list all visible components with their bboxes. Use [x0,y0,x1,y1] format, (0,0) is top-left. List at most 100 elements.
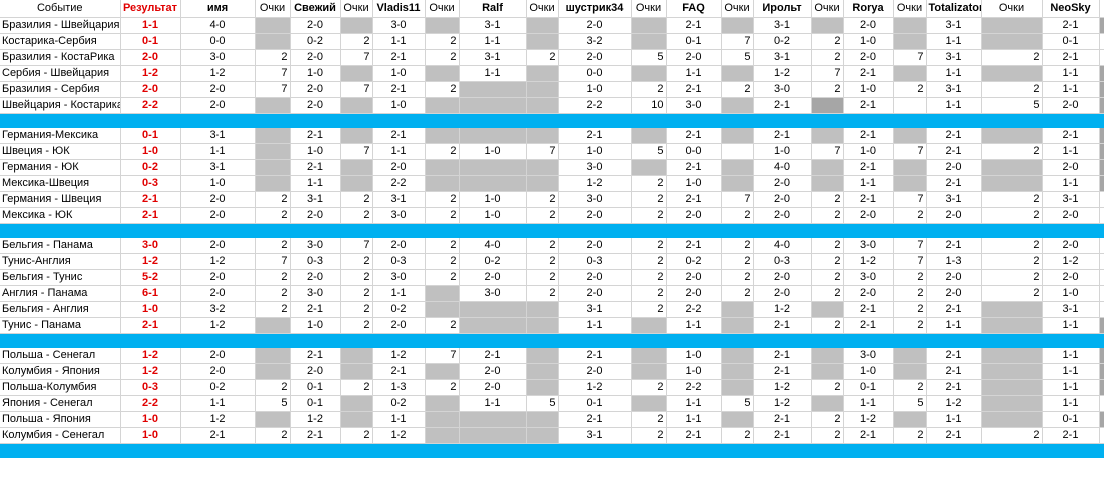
points-cell[interactable] [255,143,291,160]
points-cell[interactable] [1099,17,1104,34]
points-cell[interactable] [981,301,1043,318]
prediction-cell[interactable]: 3-0 [180,49,256,66]
result-cell[interactable]: 2-0 [120,49,181,66]
prediction-cell[interactable]: 1-2 [180,317,256,334]
result-cell[interactable]: 0-3 [120,379,181,396]
prediction-cell[interactable]: 2-0 [926,207,982,224]
points-cell[interactable]: 2 [526,191,559,208]
points-cell[interactable] [1099,363,1104,380]
prediction-cell[interactable]: 3-2 [180,301,256,318]
points-cell[interactable] [526,81,559,98]
points-cell[interactable]: 2 [340,301,373,318]
prediction-cell[interactable]: 1-1 [666,411,722,428]
prediction-cell[interactable]: 1-1 [666,317,722,334]
prediction-cell[interactable]: 1-1 [926,65,982,82]
prediction-cell[interactable]: 1-1 [1042,347,1100,364]
points-cell[interactable] [425,65,460,82]
prediction-cell[interactable]: 3-1 [180,159,256,176]
prediction-cell[interactable]: 1-0 [753,143,812,160]
prediction-cell[interactable]: 2-1 [666,17,722,34]
points-cell[interactable] [631,127,667,144]
points-cell[interactable] [1099,379,1104,396]
prediction-cell[interactable]: 2-1 [290,427,341,444]
points-cell[interactable] [526,427,559,444]
points-cell[interactable]: 2 [893,427,927,444]
points-cell[interactable]: 2 [255,285,291,302]
points-cell[interactable] [425,363,460,380]
col-points-header[interactable]: Очки [721,0,754,18]
prediction-cell[interactable]: 1-2 [753,65,812,82]
col-rorya-header[interactable]: Rorya [843,0,894,18]
points-cell[interactable] [526,301,559,318]
prediction-cell[interactable]: 2-1 [843,191,894,208]
prediction-cell[interactable]: 0-2 [753,33,812,50]
prediction-cell[interactable]: 1-2 [180,411,256,428]
event-cell[interactable]: Англия - Панама [0,285,121,302]
prediction-cell[interactable]: 2-1 [926,143,982,160]
prediction-cell[interactable]: 1-2 [926,395,982,412]
prediction-cell[interactable]: 1-1 [666,395,722,412]
prediction-cell[interactable]: 0-1 [290,395,341,412]
prediction-cell[interactable]: 1-2 [558,175,632,192]
points-cell[interactable] [255,17,291,34]
prediction-cell[interactable]: 1-2 [1042,253,1100,270]
points-cell[interactable]: 2 [340,317,373,334]
points-cell[interactable] [1099,143,1104,160]
points-cell[interactable] [811,395,844,412]
prediction-cell[interactable]: 1-1 [459,395,527,412]
prediction-cell[interactable]: 2-1 [753,363,812,380]
event-cell[interactable]: Швейцария - Костарика [0,97,121,114]
prediction-cell[interactable]: 2-1 [926,175,982,192]
result-cell[interactable]: 2-0 [120,81,181,98]
col-points-header[interactable]: Очки [811,0,844,18]
prediction-cell[interactable]: 1-2 [180,65,256,82]
prediction-cell[interactable]: 3-0 [290,285,341,302]
prediction-cell[interactable]: 0-1 [1042,33,1100,50]
points-cell[interactable] [526,317,559,334]
event-cell[interactable]: Япония - Сенегал [0,395,121,412]
prediction-cell[interactable]: 2-0 [290,49,341,66]
prediction-cell[interactable]: 2-0 [753,269,812,286]
prediction-cell[interactable]: 1-0 [843,363,894,380]
prediction-cell[interactable]: 3-0 [843,269,894,286]
col-svezhiy-header[interactable]: Свежий [290,0,341,18]
prediction-cell[interactable]: 2-0 [558,363,632,380]
prediction-cell[interactable] [459,317,527,334]
points-cell[interactable] [721,97,754,114]
result-cell[interactable]: 1-1 [120,17,181,34]
prediction-cell[interactable]: 1-1 [1042,379,1100,396]
prediction-cell[interactable]: 2-0 [290,17,341,34]
points-cell[interactable]: 7 [1099,427,1104,444]
points-cell[interactable] [526,65,559,82]
prediction-cell[interactable]: 0-2 [180,379,256,396]
prediction-cell[interactable]: 0-2 [372,395,426,412]
points-cell[interactable]: 2 [1099,269,1104,286]
prediction-cell[interactable] [459,127,527,144]
points-cell[interactable]: 2 [1099,237,1104,254]
prediction-cell[interactable]: 2-1 [372,363,426,380]
prediction-cell[interactable]: 3-0 [372,207,426,224]
points-cell[interactable]: 2 [425,237,460,254]
points-cell[interactable]: 2 [631,207,667,224]
prediction-cell[interactable]: 2-1 [753,317,812,334]
points-cell[interactable] [893,159,927,176]
event-cell[interactable]: Бразилия - КостаРика [0,49,121,66]
prediction-cell[interactable]: 1-1 [180,143,256,160]
result-cell[interactable]: 2-2 [120,97,181,114]
points-cell[interactable]: 2 [425,191,460,208]
col-event-header[interactable]: Событие [0,0,121,18]
prediction-cell[interactable]: 2-0 [753,207,812,224]
points-cell[interactable]: 7 [255,253,291,270]
col-totalizator-header[interactable]: Totalizator [926,0,982,18]
prediction-cell[interactable]: 3-0 [290,237,341,254]
points-cell[interactable] [255,175,291,192]
points-cell[interactable]: 2 [631,253,667,270]
prediction-cell[interactable]: 1-2 [372,347,426,364]
points-cell[interactable]: 2 [631,237,667,254]
prediction-cell[interactable]: 1-1 [372,33,426,50]
points-cell[interactable]: 7 [721,33,754,50]
points-cell[interactable] [255,363,291,380]
prediction-cell[interactable]: 2-1 [753,97,812,114]
prediction-cell[interactable]: 3-2 [558,33,632,50]
points-cell[interactable] [340,127,373,144]
